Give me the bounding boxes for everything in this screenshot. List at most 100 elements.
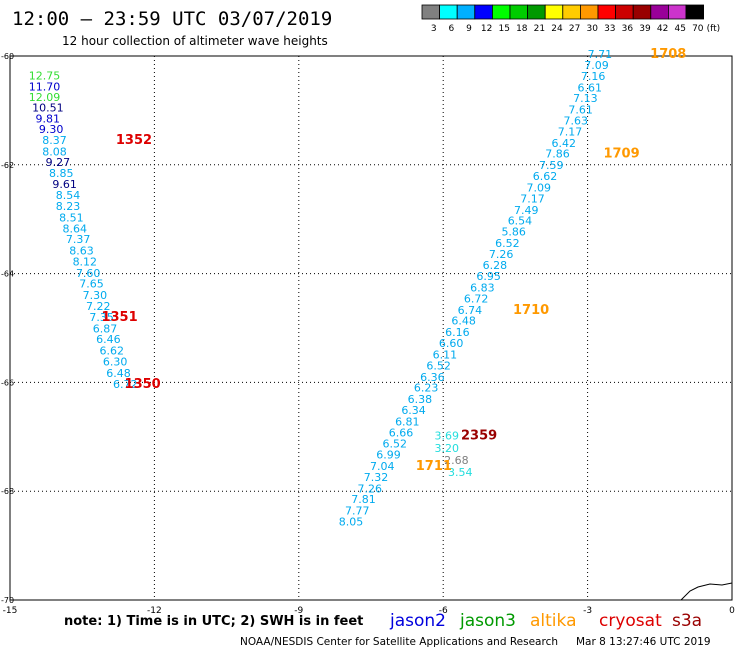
wave-height-label: 7.17 <box>520 192 545 205</box>
color-scale-swatch <box>650 4 669 20</box>
color-scale-label: 36 <box>622 24 634 34</box>
y-tick-label: -60 <box>1 52 14 61</box>
color-scale-swatch <box>491 4 511 20</box>
wave-height-label: 7.09 <box>584 59 609 72</box>
legend-entry-cryosat: cryosat <box>599 611 662 631</box>
wave-height-label: 11.70 <box>29 80 61 93</box>
x-tick-label: -15 <box>3 606 18 616</box>
pass-time-label: 1352 <box>116 133 152 148</box>
wave-height-label: 6.72 <box>113 378 138 391</box>
y-tick-label: -68 <box>1 487 14 496</box>
wave-height-label: 2.68 <box>444 454 469 467</box>
color-scale-label: 18 <box>516 24 528 34</box>
wave-height-label: 7.17 <box>558 125 583 138</box>
wave-height-label: 7.71 <box>588 48 613 61</box>
pass-time-label: 1710 <box>513 303 549 318</box>
color-scale-swatch <box>685 4 705 20</box>
wave-height-label: 7.32 <box>364 471 389 484</box>
color-scale-swatch <box>456 4 476 20</box>
wave-height-label: 9.30 <box>39 123 64 136</box>
color-scale-swatch <box>615 4 634 20</box>
wave-height-label: 6.11 <box>433 348 458 361</box>
color-scale-label: 33 <box>604 24 615 34</box>
wave-height-label: 6.36 <box>420 371 445 384</box>
wave-height-label: 6.66 <box>389 426 414 439</box>
color-scale-label: 21 <box>534 24 545 34</box>
satellite-legend: jason2 jason3 altika cryosat s3a <box>389 611 702 631</box>
color-scale-swatch <box>421 4 441 20</box>
wave-height-label: 7.77 <box>345 505 370 518</box>
wave-height-label: 6.72 <box>464 292 489 305</box>
wave-height-label: 6.60 <box>439 337 464 350</box>
axis-tick-labels: -15 -12 -9 -6 -3 0 -60 -62 -64 -66 -68 -70 <box>1 52 735 616</box>
wave-height-label: 7.60 <box>76 267 101 280</box>
coastline <box>680 582 733 601</box>
wave-height-label: 8.05 <box>339 515 364 528</box>
wave-height-label: 3.20 <box>435 442 460 455</box>
wave-height-label: 6.52 <box>383 438 408 451</box>
pass-time-labels: 1352 1351 1350 1708 1709 1710 1711 2359 <box>101 47 686 474</box>
wave-height-label: 9.61 <box>52 178 76 191</box>
wave-height-label: 7.59 <box>539 159 564 172</box>
page-title: 12:00 – 23:59 UTC 03/07/2019 <box>12 8 332 30</box>
color-scale-swatch <box>597 4 617 20</box>
wave-height-label: 7.61 <box>568 104 593 117</box>
wave-height-label: 7.26 <box>489 248 513 261</box>
wave-height-label: 9.27 <box>46 156 71 169</box>
wave-height-label: 7.13 <box>573 92 598 105</box>
footer-timestamp: Mar 8 13:27:46 UTC 2019 <box>576 636 711 648</box>
wave-height-label: 6.34 <box>401 404 426 417</box>
x-tick-label: -9 <box>294 606 303 616</box>
pass-time-label: 1708 <box>650 47 686 62</box>
wave-height-label: 7.09 <box>526 181 551 194</box>
wave-height-label: 7.22 <box>86 300 111 313</box>
wave-height-label: 3.69 <box>435 430 460 443</box>
color-scale-swatch <box>668 4 687 20</box>
color-scale-label: 3 <box>431 24 437 34</box>
wave-height-label: 7.35 <box>89 311 114 324</box>
wave-height-label: 7.04 <box>370 460 395 473</box>
wave-height-label: 7.63 <box>564 115 589 128</box>
y-tick-label: -64 <box>1 270 14 279</box>
wave-height-label: 6.42 <box>552 137 577 150</box>
legend-entry-jason3: jason3 <box>459 611 516 631</box>
wave-height-label: 6.48 <box>451 315 476 328</box>
page-subtitle: 12 hour collection of altimeter wave hei… <box>62 34 328 48</box>
wave-height-label: 6.28 <box>483 259 508 272</box>
y-tick-label: -62 <box>1 161 14 170</box>
wave-height-label: 6.62 <box>100 345 125 358</box>
wave-height-label: 7.65 <box>79 278 104 291</box>
wave-height-label: 6.99 <box>376 449 401 462</box>
wave-height-label: 6.87 <box>93 322 118 335</box>
wave-height-label: 6.23 <box>414 382 439 395</box>
color-scale-label: 24 <box>551 24 563 34</box>
x-tick-label: 0 <box>729 606 735 616</box>
pass-time-label: 2359 <box>461 429 497 444</box>
x-tick-label: -6 <box>439 606 448 616</box>
wave-height-label: 8.12 <box>73 255 98 268</box>
x-tick-label: -3 <box>583 606 592 616</box>
color-scale-label: 42 <box>657 24 668 34</box>
wave-height-label: 10.51 <box>32 101 64 114</box>
wave-height-label: 6.52 <box>426 359 451 372</box>
wave-height-label: 7.30 <box>83 289 108 302</box>
pass-time-label: 1709 <box>603 147 639 162</box>
wave-height-label: 6.95 <box>476 270 501 283</box>
wave-height-label: 6.48 <box>106 367 130 380</box>
wave-height-label: 6.16 <box>445 326 470 339</box>
color-scale-swatch <box>527 4 546 20</box>
wave-height-label: 8.51 <box>59 211 84 224</box>
color-scale-swatch <box>544 4 564 20</box>
wave-height-label: 12.09 <box>29 91 61 104</box>
wave-height-label: 6.54 <box>508 215 533 228</box>
wave-height-label: 3.54 <box>448 466 473 479</box>
wave-height-label: 8.37 <box>42 134 66 147</box>
wave-height-label: 5.86 <box>501 226 526 239</box>
pass-time-label: 1350 <box>125 377 161 392</box>
color-scale-bar: 3 6 9 12 15 18 21 24 27 30 33 36 39 42 45 70 (ft) <box>421 4 720 34</box>
color-scale-swatch <box>509 4 529 20</box>
legend-entry-jason2: jason2 <box>389 611 446 631</box>
wave-height-label: 6.38 <box>408 393 433 406</box>
grid-lines <box>10 56 732 600</box>
